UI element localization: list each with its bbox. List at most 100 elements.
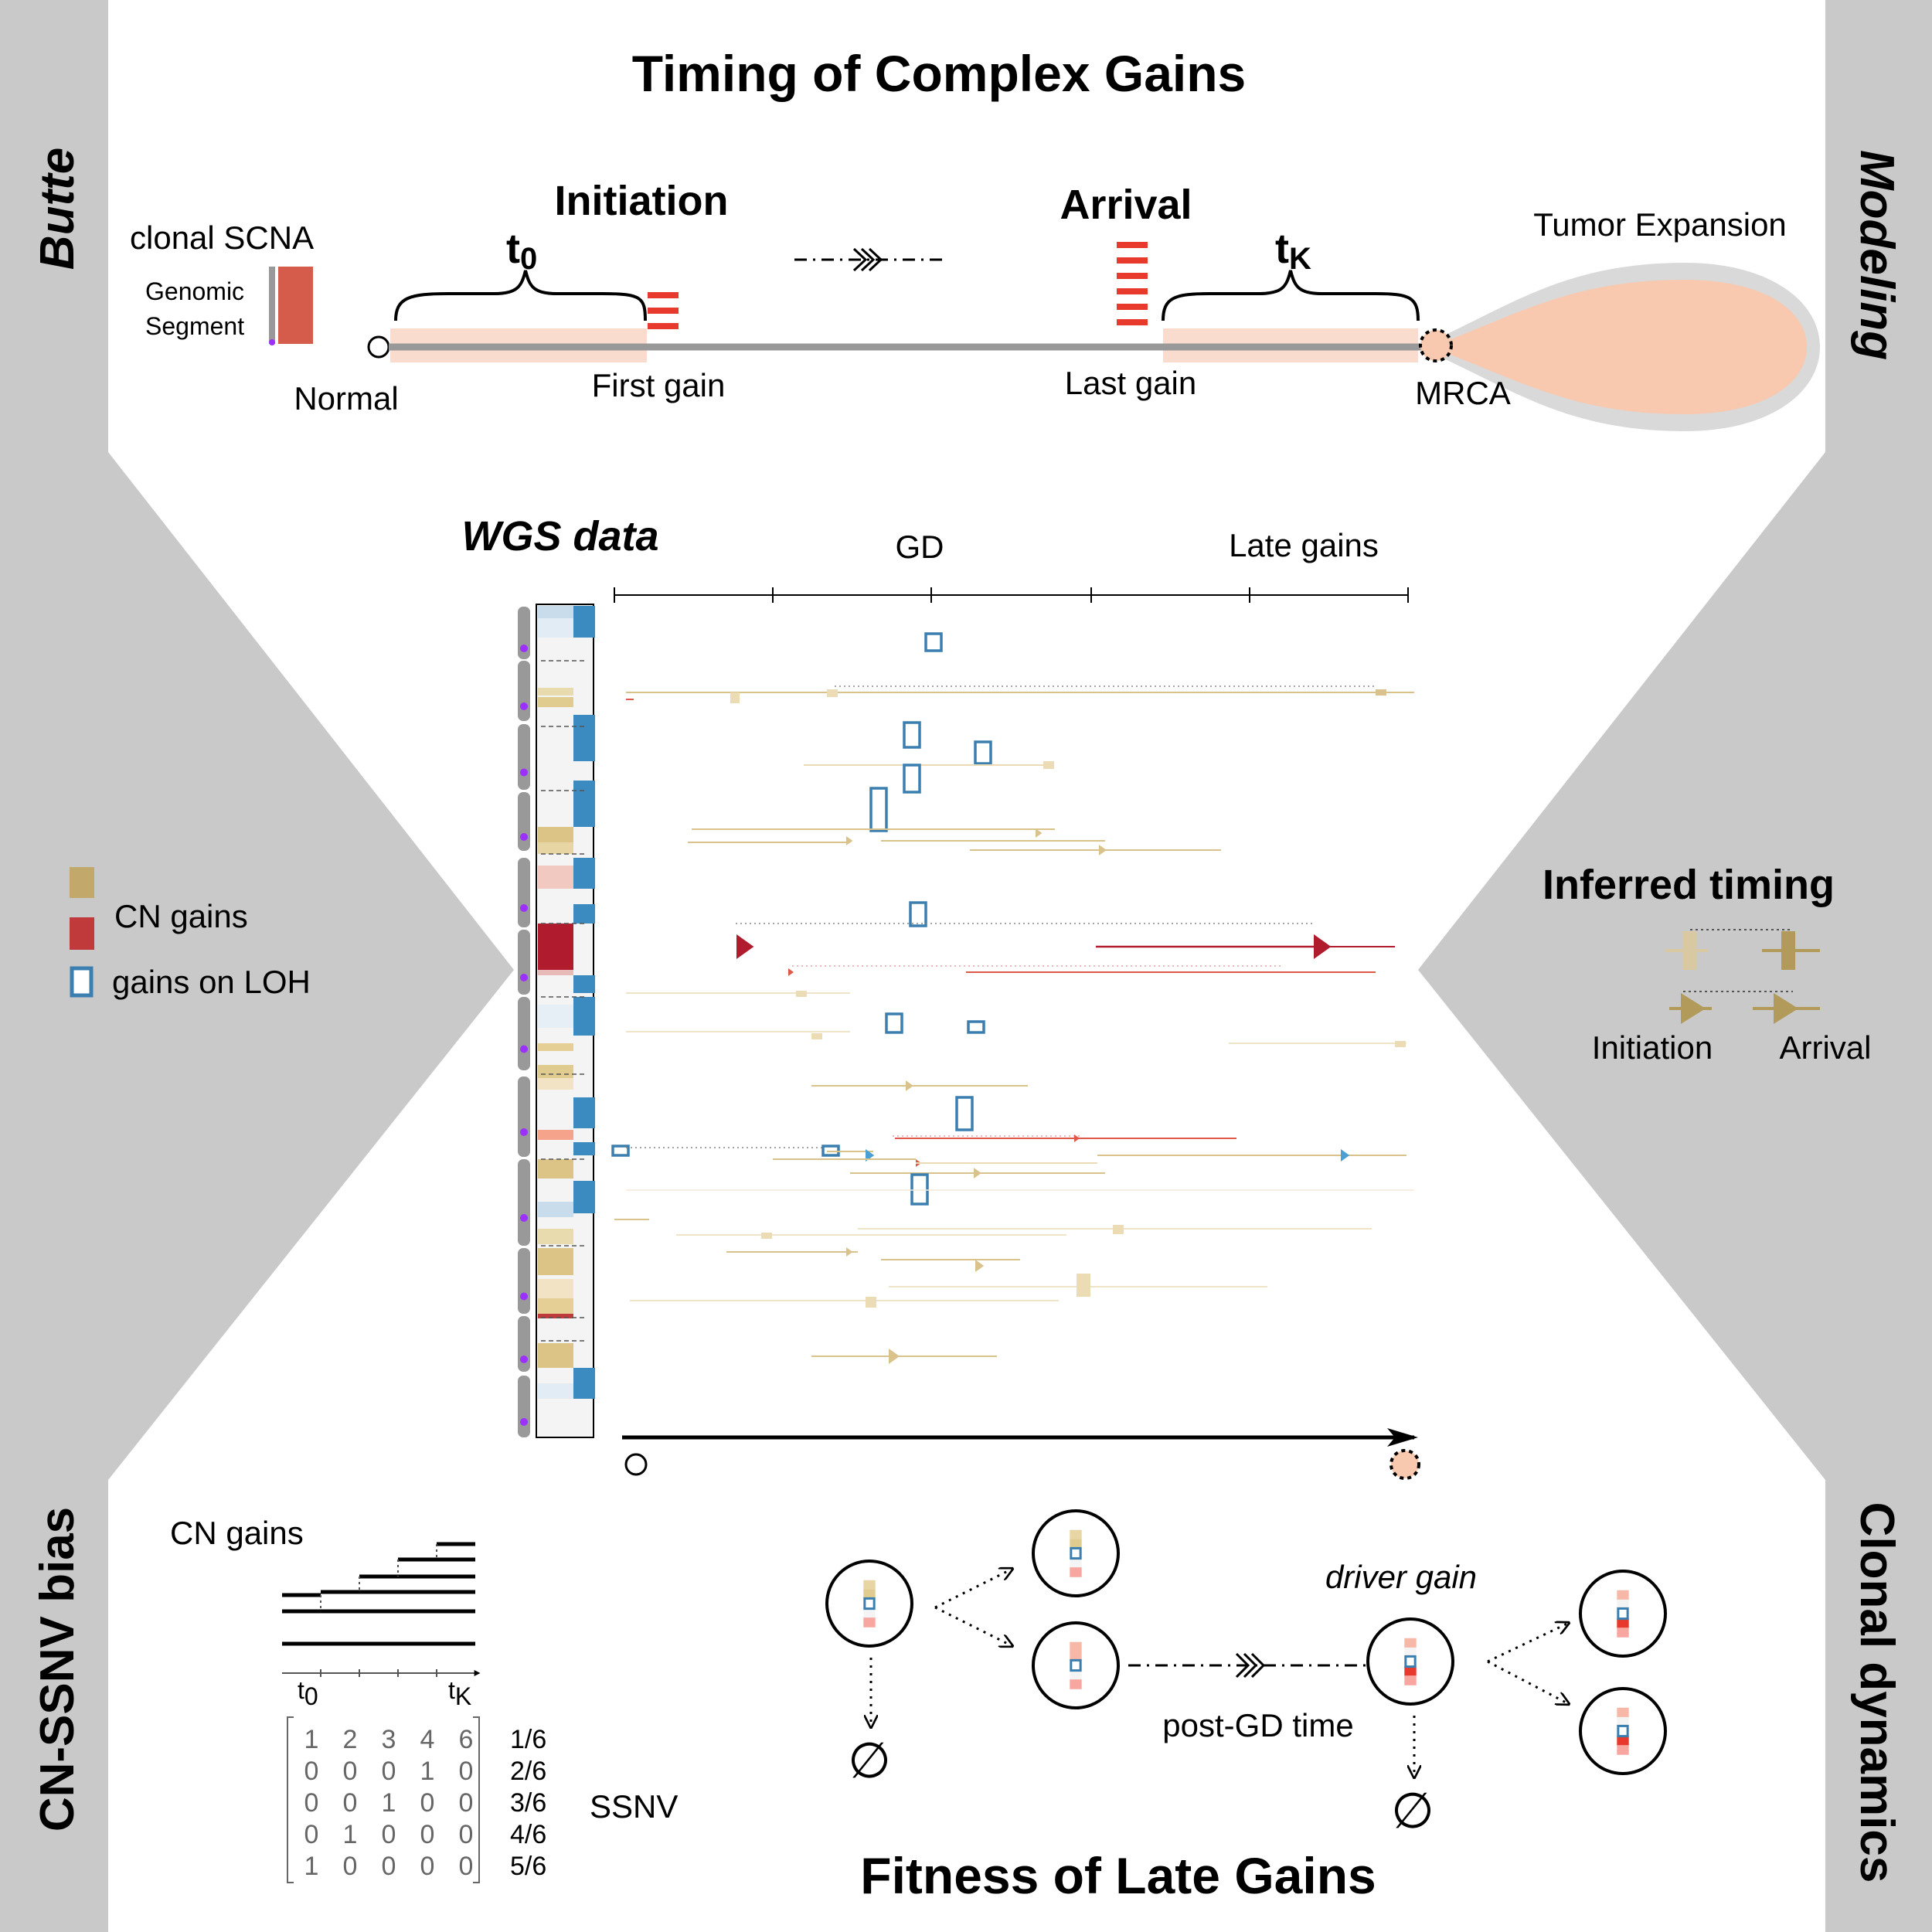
heatmap-band: [573, 781, 595, 827]
matrix-cell: 0: [343, 1852, 358, 1881]
heatmap-band: [538, 1078, 573, 1090]
side-label-clonal-dynamics: Clonal dynamics: [1850, 1502, 1903, 1883]
fraction-label: 3/6: [510, 1788, 546, 1818]
centromere-dot: [520, 1292, 528, 1301]
matrix-cell: 0: [343, 1788, 358, 1818]
cell-loh-marker: [1070, 1658, 1082, 1672]
timing-block: [796, 991, 807, 997]
first-gain-dashes: [648, 292, 679, 329]
matrix-cell: 0: [343, 1757, 358, 1786]
matrix-cell: 0: [304, 1820, 319, 1849]
heatmap-band: [538, 1343, 573, 1368]
bias-fractions: 1/6 2/63/64/6 5/6: [510, 1725, 546, 1881]
initiation-label: Initiation: [555, 178, 729, 224]
timing-block: [1395, 1041, 1406, 1047]
centromere-dot: [520, 904, 528, 912]
dynamics-time-jump: [1128, 1652, 1368, 1679]
t0-label: t0: [506, 226, 537, 276]
heatmap-band: [538, 1159, 573, 1179]
mrca-node: [1419, 328, 1453, 362]
loh-box: [909, 901, 927, 927]
cell-band: [1617, 1745, 1629, 1755]
bias-ssnv-label: SSNV: [590, 1788, 678, 1825]
matrix-cell: 0: [420, 1820, 435, 1849]
left-grey-panel: [0, 0, 514, 1932]
cell-loh-marker: [1404, 1655, 1417, 1668]
cell-band: [1617, 1628, 1629, 1638]
tumor-expansion-label: Tumor Expansion: [1533, 206, 1787, 243]
chromosome: [518, 792, 530, 851]
timing-block: [761, 1233, 772, 1239]
cell-band: [1617, 1590, 1629, 1600]
wgs-title: WGS data: [461, 513, 658, 560]
inferred-arrival-label: Arrival: [1779, 1029, 1871, 1066]
heatmap-band: [538, 1298, 573, 1314]
loh-box: [910, 1173, 929, 1206]
matrix-cell: 0: [304, 1757, 319, 1786]
matrix-cell: 0: [459, 1852, 474, 1881]
cell-band: [863, 1580, 876, 1590]
timing-arrow: [846, 1247, 853, 1257]
chromosome: [518, 1159, 530, 1246]
normal-label: Normal: [294, 380, 398, 417]
centromere-dot: [520, 1214, 528, 1222]
timing-block: [730, 692, 740, 703]
timing-arrow: [1341, 1149, 1350, 1162]
timing-arrow: [1036, 828, 1043, 838]
centromere-dot: [520, 1045, 528, 1053]
cell-band: [1404, 1638, 1417, 1648]
matrix-cell: 0: [459, 1820, 474, 1849]
matrix-cell: 0: [304, 1788, 319, 1818]
matrix-cell: 4: [420, 1725, 435, 1754]
copy-number-heatmap: [536, 604, 595, 1438]
cell-band: [863, 1608, 876, 1618]
cell-band: [863, 1617, 876, 1628]
legend-loh-swatch: [70, 966, 94, 998]
heatmap-band: [538, 923, 573, 970]
timing-segments: [611, 632, 1414, 1364]
heatmap-band: [538, 1065, 573, 1078]
heatmap-band: [538, 866, 573, 889]
timing-arrow: [1074, 1134, 1080, 1142]
cell-loh-marker: [1617, 1724, 1629, 1738]
wgs-time-arrowhead: [1387, 1428, 1418, 1447]
chromosome: [518, 1077, 530, 1157]
timing-block: [827, 689, 838, 697]
bias-axis-ticks: [320, 1669, 437, 1677]
cell-loh-marker: [863, 1597, 876, 1611]
inferred-timing-title: Inferred timing: [1543, 862, 1835, 908]
last-gain-label: Last gain: [1065, 365, 1196, 401]
side-label-butte: Butte: [31, 148, 84, 270]
arrival-label: Arrival: [1060, 182, 1192, 228]
matrix-cell: 1: [304, 1852, 319, 1881]
chromosome-ideogram: [518, 607, 530, 1437]
matrix-cell: 1: [420, 1757, 435, 1786]
timing-arrow: [974, 1168, 981, 1179]
heatmap-band: [538, 842, 573, 854]
heatmap-band: [538, 1130, 573, 1140]
wgs-mrca-node: [1389, 1449, 1420, 1480]
matrix-cell: 1: [304, 1725, 319, 1754]
chromosome: [518, 661, 530, 721]
matrix-cell: 0: [382, 1820, 396, 1849]
timing-arrow: [788, 968, 794, 976]
bias-staircase: [282, 1542, 475, 1646]
genomic-segment-bar: [269, 267, 275, 344]
loh-box: [903, 764, 921, 794]
heatmap-band: [573, 1142, 595, 1155]
bias-tk-label: tK: [448, 1676, 471, 1710]
centromere-dot: [520, 1418, 528, 1426]
matrix-cell: 0: [459, 1788, 474, 1818]
heatmap-band: [573, 997, 595, 1036]
timing-block: [1077, 1274, 1090, 1297]
heatmap-band: [573, 1181, 595, 1213]
bias-cn-gains-label: CN gains: [170, 1515, 304, 1551]
chromosome: [518, 1316, 530, 1372]
fraction-label: 1/6: [510, 1725, 546, 1754]
first-gain-label: First gain: [592, 367, 726, 403]
cell-band: [1070, 1641, 1082, 1652]
bias-matrix: 1 2 3 4 60 0 0 1 00 0 1 0 00 1 0 0 01 0 0 0 0: [304, 1725, 474, 1881]
heatmap-band: [538, 688, 573, 696]
timing-arrow: [736, 934, 754, 959]
cell-band: [1070, 1679, 1082, 1689]
